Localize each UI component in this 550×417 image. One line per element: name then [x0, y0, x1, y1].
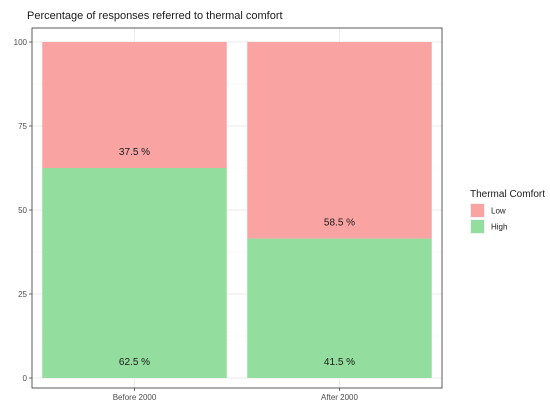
data-label: 41.5 %: [324, 357, 355, 368]
legend-title: Thermal Comfort: [470, 189, 545, 200]
data-label: 62.5 %: [119, 357, 150, 368]
y-tick-label: 0: [23, 374, 28, 383]
bar-low: [247, 42, 432, 239]
legend-swatch-low: [471, 204, 484, 217]
data-label: 37.5 %: [119, 147, 150, 158]
bar-low: [42, 42, 227, 168]
data-label: 58.5 %: [324, 218, 355, 229]
bar-high: [42, 168, 227, 378]
chart-title: Percentage of responses referred to ther…: [27, 10, 283, 22]
y-tick-label: 25: [18, 290, 27, 299]
y-tick-label: 100: [14, 38, 28, 47]
x-tick-label: After 2000: [321, 393, 358, 402]
bar-high: [247, 238, 432, 378]
y-tick-label: 50: [18, 206, 27, 215]
legend-label-low: Low: [491, 207, 506, 216]
plot-area: 0 25 50 75 100 62.5 % 41.5 % 37.5 % 58.5 % Before…: [14, 27, 443, 402]
legend-swatch-high: [471, 220, 484, 233]
y-tick-label: 75: [18, 122, 27, 131]
plot-border: [31, 27, 443, 389]
legend: Thermal Comfort Low High: [470, 189, 545, 234]
x-tick-label: Before 2000: [113, 393, 157, 402]
legend-label-high: High: [491, 223, 507, 232]
